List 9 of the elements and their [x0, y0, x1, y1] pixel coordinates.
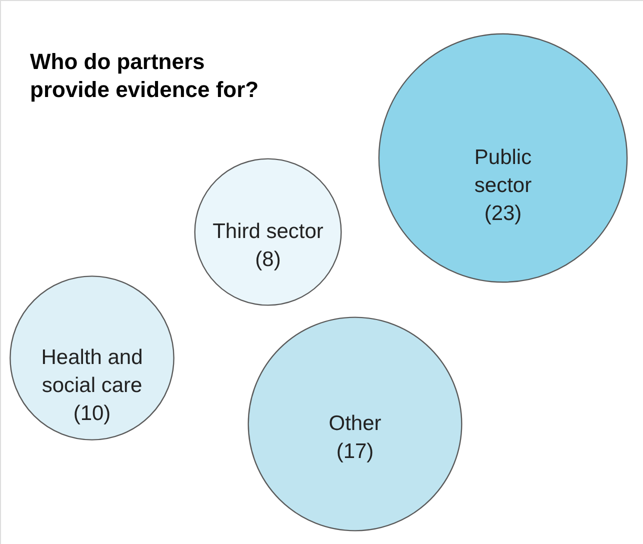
data-label: (23)	[484, 202, 522, 225]
text: Who do partners provide evidence for?	[30, 49, 259, 102]
data-label: (10)	[73, 402, 111, 425]
category-label: Public sector	[474, 146, 532, 197]
category-label: Health and social care	[41, 346, 143, 397]
category-label: Other	[328, 412, 382, 435]
data-label: (8)	[255, 248, 281, 271]
category-label: Third sector	[212, 220, 324, 243]
data-label: (17)	[336, 440, 374, 463]
